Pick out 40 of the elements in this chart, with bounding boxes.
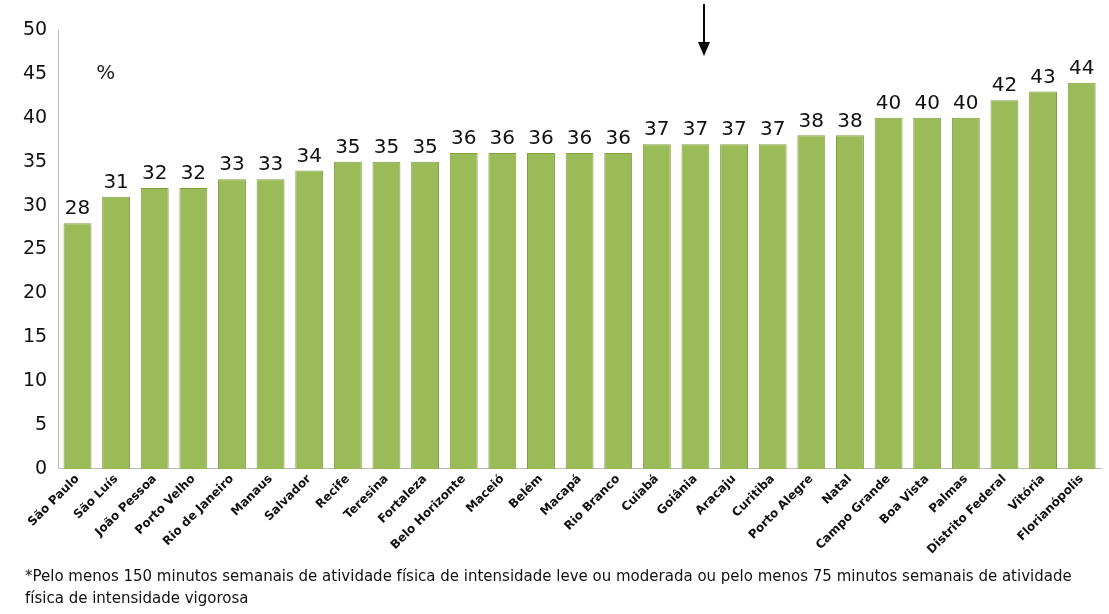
data-label: 40 (914, 90, 940, 114)
y-tick-label: 20 (22, 280, 48, 303)
y-tick-label: 15 (22, 324, 48, 347)
data-label: 32 (142, 160, 168, 185)
data-label: 35 (412, 133, 438, 158)
y-tick-label: 45 (22, 60, 48, 83)
data-label: 37 (759, 116, 786, 141)
y-tick-label: 5 (35, 412, 48, 435)
y-tick-label: 25 (22, 236, 48, 259)
data-label: 44 (1068, 54, 1095, 79)
data-label: 42 (991, 72, 1018, 97)
data-label: 36 (528, 125, 554, 150)
text: *Pelo menos 150 minutos semanais de atividade física de intensidade leve ou moderada ou pelo menos 75 minutos semanais de atividade física de intensidade vigorosa (25, 566, 1073, 609)
data-label: 35 (373, 133, 400, 158)
data-label: 32 (180, 160, 207, 185)
y-tick-label: 0 (35, 455, 48, 478)
data-label: 38 (837, 107, 863, 132)
data-label: 36 (450, 125, 477, 150)
data-label: 40 (953, 90, 979, 114)
data-label: 28 (64, 195, 91, 220)
data-label: 34 (296, 142, 322, 167)
data-label: 43 (1030, 63, 1056, 88)
data-label: 37 (721, 116, 747, 141)
data-label: 40 (875, 90, 902, 114)
data-label: 37 (644, 116, 670, 141)
y-tick-label: 50 (22, 16, 48, 39)
data-label: 38 (798, 107, 825, 132)
data-label: 33 (257, 151, 284, 176)
data-label: 31 (103, 169, 129, 194)
y-tick-label: 10 (22, 368, 48, 391)
data-label: 37 (682, 116, 709, 141)
data-label: 36 (566, 125, 593, 150)
y-tick-label: 35 (22, 148, 48, 171)
data-label: 36 (489, 125, 516, 150)
y-tick-label: 30 (22, 192, 48, 215)
data-label: 33 (219, 151, 245, 176)
y-tick-label: 40 (22, 104, 48, 127)
y-axis-title: % (96, 60, 116, 85)
data-label: 36 (605, 125, 631, 150)
data-label: 35 (335, 133, 361, 158)
